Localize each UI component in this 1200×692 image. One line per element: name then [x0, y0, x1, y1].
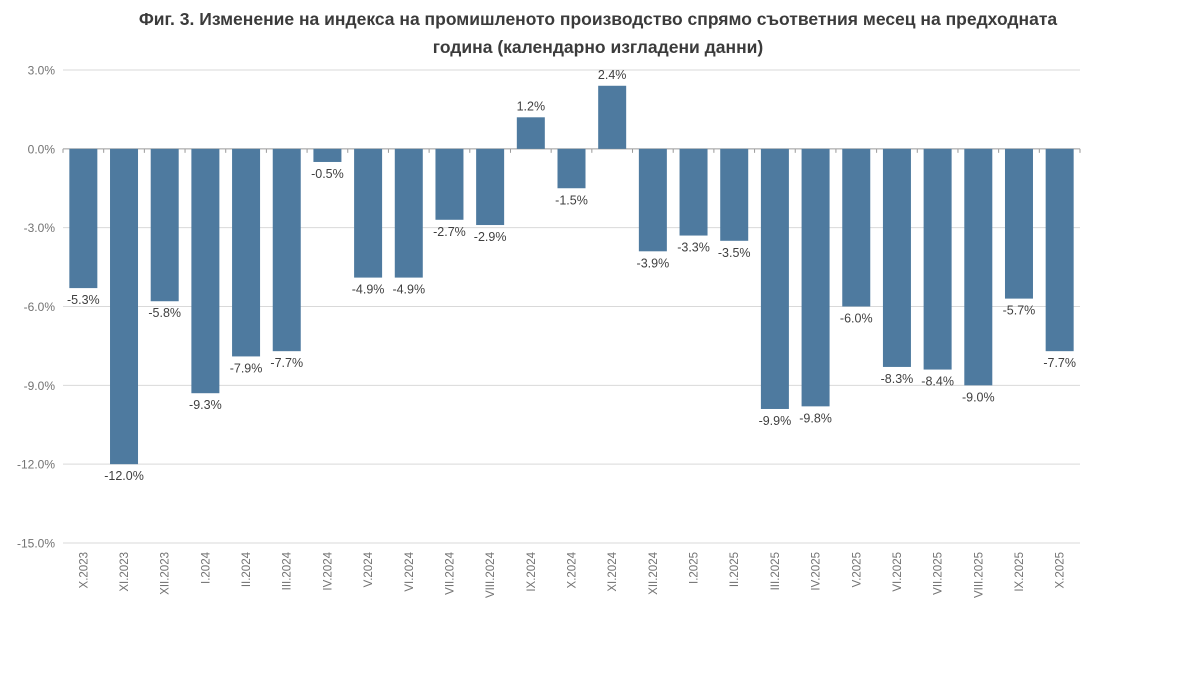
bar-data-label: -9.8%: [799, 411, 832, 425]
x-axis-tick-label: I.2024: [200, 551, 212, 584]
y-axis-tick-label: -12.0%: [17, 458, 55, 472]
bar-data-label: -8.4%: [921, 375, 954, 389]
x-axis-tick-label: XII.2024: [648, 551, 660, 594]
bar-data-label: -7.9%: [230, 361, 263, 375]
bar: [110, 148, 139, 465]
x-axis-tick-label: X.2025: [1055, 552, 1067, 588]
bar: [272, 148, 301, 352]
x-axis-tick-label: IX.2024: [526, 551, 538, 591]
bar: [882, 148, 911, 367]
bar-data-label: 1.2%: [517, 99, 546, 113]
bar-data-label: -12.0%: [104, 469, 144, 483]
chart-title-line-2: година (календарно изгладени данни): [432, 37, 764, 57]
x-axis-tick-label: XI.2023: [119, 552, 131, 592]
y-axis-tick-label: 3.0%: [28, 64, 56, 78]
y-axis-tick-label: -15.0%: [17, 537, 55, 551]
bar: [1045, 148, 1074, 352]
y-axis-tick-label: -9.0%: [24, 379, 56, 393]
bar-data-label: 2.4%: [598, 68, 627, 82]
bar: [923, 148, 952, 370]
bar-data-label: -5.7%: [1003, 304, 1036, 318]
bar-data-label: -9.0%: [962, 390, 995, 404]
bar-data-label: -1.5%: [555, 193, 588, 207]
x-axis-tick-label: IV.2024: [322, 551, 334, 590]
bar-data-label: -6.0%: [840, 312, 873, 326]
bar-data-label: -4.9%: [392, 283, 425, 297]
bar: [760, 148, 789, 409]
x-axis-tick-label: IX.2025: [1014, 552, 1026, 592]
bar-data-label: -9.3%: [189, 398, 222, 412]
x-axis-tick-label: VIII.2025: [973, 552, 985, 598]
bar: [964, 148, 993, 386]
bar: [842, 148, 871, 307]
bar-data-label: -3.5%: [718, 246, 751, 260]
x-axis-tick-label: VI.2024: [404, 551, 416, 591]
bar: [313, 148, 342, 162]
bar-data-label: -5.8%: [148, 306, 181, 320]
x-axis-tick-label: VII.2025: [933, 552, 945, 595]
bar: [354, 148, 383, 278]
y-axis-tick-label: 0.0%: [28, 142, 56, 156]
bar: [1004, 148, 1033, 299]
x-axis-tick-label: VI.2025: [892, 552, 904, 592]
bar-data-label: -7.7%: [1043, 356, 1076, 370]
bar-data-label: -0.5%: [311, 167, 344, 181]
bar-data-label: -7.7%: [270, 356, 303, 370]
bar-data-label: -3.3%: [677, 241, 710, 255]
x-axis-tick-label: IV.2025: [811, 552, 823, 591]
chart-title: Фиг. 3. Изменение на индекса на промишле…: [0, 5, 1196, 61]
y-axis-tick-label: -6.0%: [24, 300, 56, 314]
x-axis-tick-label: I.2025: [689, 552, 701, 584]
x-axis-tick-label: II.2025: [729, 552, 741, 587]
bar: [516, 117, 545, 149]
bar-data-label: -4.9%: [352, 283, 385, 297]
bar-data-label: -2.7%: [433, 225, 466, 239]
bar: [69, 148, 98, 289]
bar: [394, 148, 423, 278]
x-axis-tick-label: XII.2023: [160, 552, 172, 595]
bar-data-label: -5.3%: [67, 293, 100, 307]
chart-title-line-1: Фиг. 3. Изменение на индекса на промишле…: [138, 9, 1058, 29]
x-axis-tick-label: III.2025: [770, 552, 782, 590]
x-axis-tick-label: II.2024: [241, 551, 253, 587]
bar-data-label: -9.9%: [759, 414, 792, 428]
x-axis-tick-label: V.2025: [851, 552, 863, 587]
bar: [557, 148, 586, 189]
bar: [150, 148, 179, 302]
bar: [801, 148, 830, 407]
bar: [638, 148, 667, 252]
bar: [232, 148, 261, 357]
bar: [435, 148, 464, 220]
x-axis-tick-label: III.2024: [282, 551, 294, 590]
y-axis-tick-label: -3.0%: [24, 221, 56, 235]
bar: [720, 148, 749, 241]
bar: [476, 148, 505, 226]
x-axis-tick-label: XI.2024: [607, 551, 619, 591]
x-axis-tick-label: VII.2024: [444, 551, 456, 594]
bar: [679, 148, 708, 236]
x-axis-tick-label: V.2024: [363, 551, 375, 587]
bar-data-label: -8.3%: [881, 372, 914, 386]
bar-data-label: -2.9%: [474, 230, 507, 244]
x-axis-tick-label: X.2024: [567, 551, 579, 588]
bar: [598, 85, 627, 149]
x-axis-tick-label: VIII.2024: [485, 551, 497, 598]
bar-data-label: -3.9%: [637, 256, 670, 270]
bar: [191, 148, 220, 394]
x-axis-tick-label: X.2023: [78, 552, 90, 588]
